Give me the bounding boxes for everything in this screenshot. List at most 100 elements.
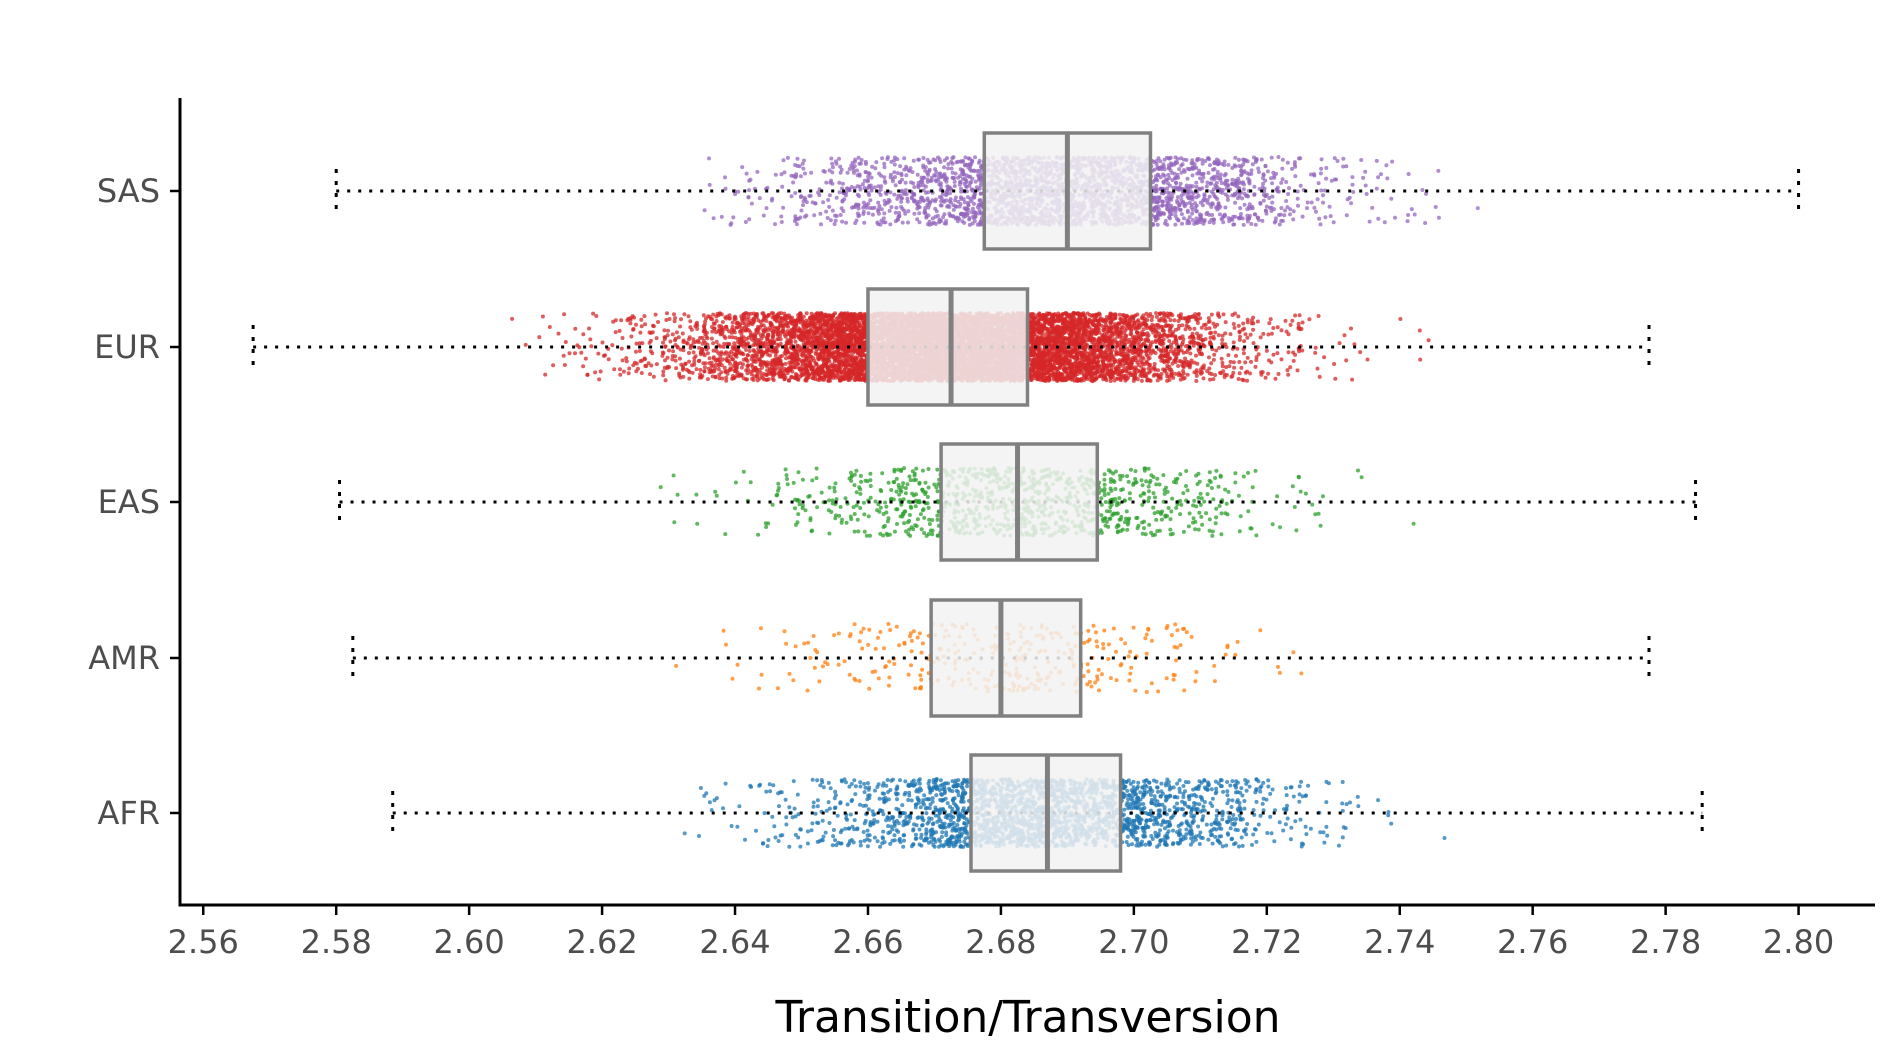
data-point xyxy=(1287,186,1291,191)
data-point xyxy=(1181,216,1186,221)
data-point xyxy=(1253,222,1258,227)
data-point xyxy=(1295,368,1300,373)
data-point xyxy=(897,213,902,218)
data-point xyxy=(798,174,803,179)
data-point xyxy=(1351,190,1356,194)
data-point xyxy=(1211,220,1216,225)
data-point xyxy=(959,211,964,216)
data-point xyxy=(933,199,938,204)
data-point xyxy=(1312,172,1316,177)
data-point xyxy=(1263,194,1268,199)
data-point xyxy=(978,191,983,196)
data-point xyxy=(822,169,827,174)
data-point xyxy=(1187,215,1192,220)
data-point xyxy=(1155,222,1160,227)
data-point xyxy=(963,176,968,181)
data-point xyxy=(1194,209,1199,214)
data-point xyxy=(855,184,860,189)
data-point xyxy=(1154,162,1159,166)
data-point xyxy=(840,181,845,186)
data-point xyxy=(1319,188,1324,193)
data-point xyxy=(1291,209,1296,214)
data-point xyxy=(1165,202,1170,207)
data-point xyxy=(892,162,897,167)
data-point xyxy=(1297,156,1301,161)
data-point xyxy=(872,185,877,190)
data-point xyxy=(1285,160,1290,165)
data-point xyxy=(976,168,981,173)
data-point xyxy=(1236,196,1240,201)
data-point xyxy=(1240,216,1245,221)
data-point xyxy=(1168,349,1173,354)
data-point xyxy=(1194,165,1199,170)
data-point xyxy=(837,180,842,185)
data-point xyxy=(711,216,716,221)
data-point xyxy=(808,193,813,198)
data-point xyxy=(1277,222,1282,227)
data-point xyxy=(773,172,778,177)
data-point xyxy=(722,365,727,370)
data-point xyxy=(850,205,854,210)
data-point xyxy=(1190,218,1195,222)
data-point xyxy=(853,221,858,226)
data-point xyxy=(800,161,805,166)
data-point xyxy=(1211,321,1216,326)
data-point xyxy=(903,180,908,185)
data-point xyxy=(882,202,887,207)
data-point xyxy=(861,205,866,210)
data-point xyxy=(672,312,676,317)
data-point xyxy=(926,205,931,210)
data-point xyxy=(877,204,882,209)
data-point xyxy=(888,190,893,195)
data-point xyxy=(900,188,905,193)
data-point xyxy=(903,188,908,193)
data-point xyxy=(881,216,886,221)
data-point xyxy=(882,161,887,166)
data-point xyxy=(743,220,748,224)
data-point xyxy=(1282,213,1287,218)
data-point xyxy=(1155,178,1160,183)
data-point xyxy=(757,196,762,201)
data-point xyxy=(1239,212,1243,216)
data-point xyxy=(855,192,860,197)
data-point xyxy=(1269,209,1274,213)
data-point xyxy=(933,167,938,172)
data-point xyxy=(1293,164,1298,169)
data-point xyxy=(978,177,983,181)
data-point xyxy=(944,179,949,184)
data-point xyxy=(969,180,974,184)
data-point xyxy=(906,220,910,225)
data-point xyxy=(682,312,687,317)
data-point xyxy=(1280,166,1285,171)
data-point xyxy=(1201,175,1206,180)
data-point xyxy=(1218,190,1223,194)
data-point xyxy=(1213,373,1218,378)
data-point xyxy=(1190,158,1195,163)
data-point xyxy=(927,219,932,224)
data-point xyxy=(1198,176,1203,181)
data-point xyxy=(936,178,941,182)
data-point xyxy=(1305,200,1310,205)
data-point xyxy=(1207,194,1212,199)
data-point xyxy=(951,207,956,212)
data-point xyxy=(938,160,943,164)
data-point xyxy=(547,325,552,329)
data-point xyxy=(830,161,835,166)
data-point xyxy=(1382,220,1387,225)
data-point xyxy=(939,218,944,223)
data-point xyxy=(933,173,938,178)
data-point xyxy=(1178,207,1183,212)
data-point xyxy=(660,350,665,355)
data-point xyxy=(1176,175,1181,180)
data-point xyxy=(1263,178,1268,183)
data-point xyxy=(864,162,868,166)
data-point xyxy=(797,164,802,169)
data-point xyxy=(1293,174,1298,179)
data-point xyxy=(747,217,752,222)
data-point xyxy=(944,198,949,203)
data-point xyxy=(1233,192,1238,197)
data-point xyxy=(1267,196,1272,200)
data-point xyxy=(1279,180,1284,185)
data-point xyxy=(1374,186,1379,191)
data-point xyxy=(971,216,976,221)
